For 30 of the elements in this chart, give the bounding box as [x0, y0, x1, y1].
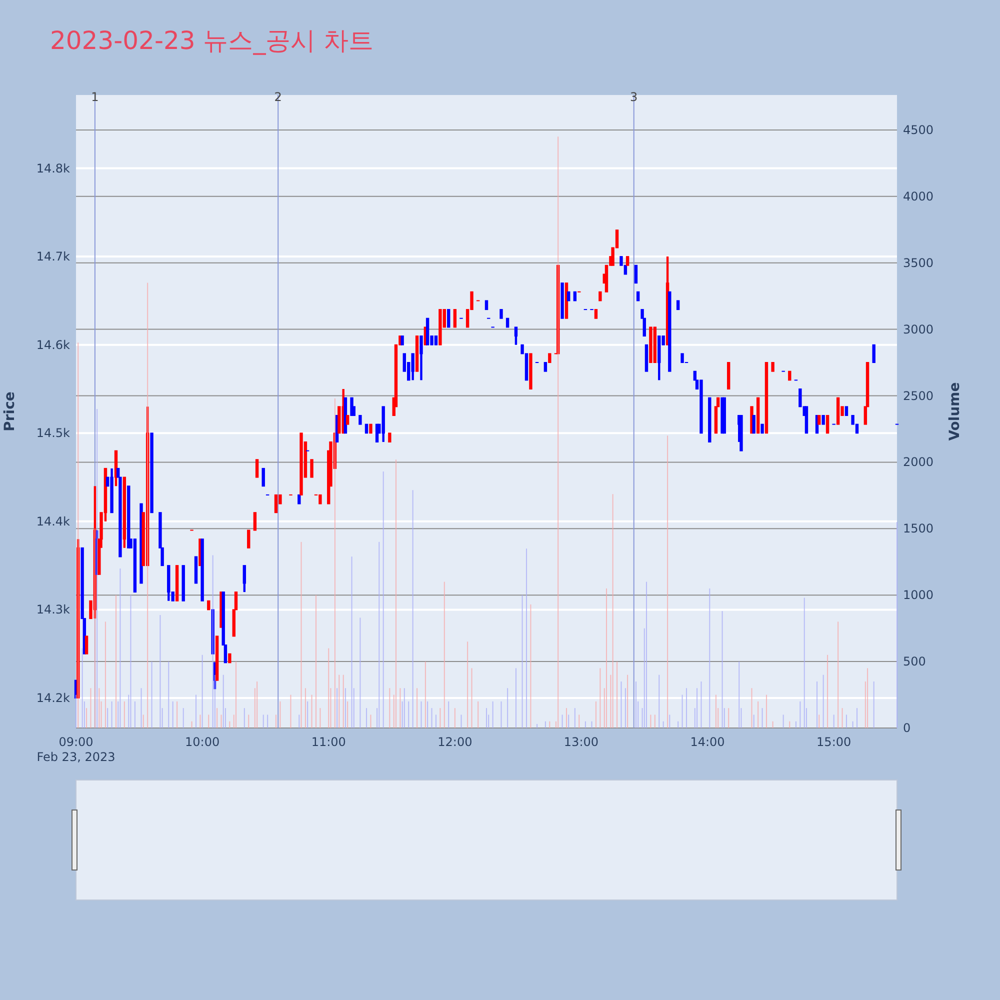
ref-line-label: 1 — [91, 90, 99, 104]
y-axis-title: Price — [2, 392, 18, 432]
y2-tick-label: 500 — [903, 654, 926, 669]
x-tick-label: 12:00 — [438, 735, 472, 749]
y2-tick-label: 0 — [903, 721, 911, 735]
x-tick-label: 10:00 — [185, 735, 220, 749]
x-tick-label: 13:00 — [564, 735, 599, 749]
y2-tick-label: 4000 — [903, 189, 934, 204]
y2-tick-label: 3000 — [903, 322, 934, 336]
y-tick-label: 14.2k — [36, 690, 70, 705]
y-tick-label: 14.7k — [36, 250, 70, 264]
y2-axis-title: Volume — [947, 382, 963, 441]
x-tick-label: 11:00 — [311, 735, 346, 749]
ref-line-label: 2 — [274, 90, 282, 104]
y-tick-label: 14.8k — [36, 161, 70, 176]
y-tick-label: 14.3k — [36, 602, 70, 617]
y-tick-label: 14.6k — [36, 338, 70, 352]
y-tick-label: 14.4k — [36, 514, 70, 528]
x-tick-label: 14:00 — [690, 735, 725, 749]
chart-title: 2023-02-23 뉴스_공시 차트 — [50, 26, 374, 55]
x-tick-label: 09:00 Feb 23, 2023 — [36, 735, 116, 764]
y-tick-label: 14.5k — [36, 426, 70, 440]
y2-tick-label: 2500 — [903, 388, 934, 403]
x-tick-label: 15:00 — [816, 735, 852, 749]
y2-tick-label: 4500 — [903, 122, 934, 137]
y2-tick-label: 2000 — [903, 455, 934, 470]
y2-tick-label: 3500 — [903, 256, 934, 270]
ref-line-label: 3 — [630, 90, 638, 104]
y2-tick-label: 1000 — [903, 588, 934, 602]
y2-tick-label: 1500 — [903, 522, 934, 536]
